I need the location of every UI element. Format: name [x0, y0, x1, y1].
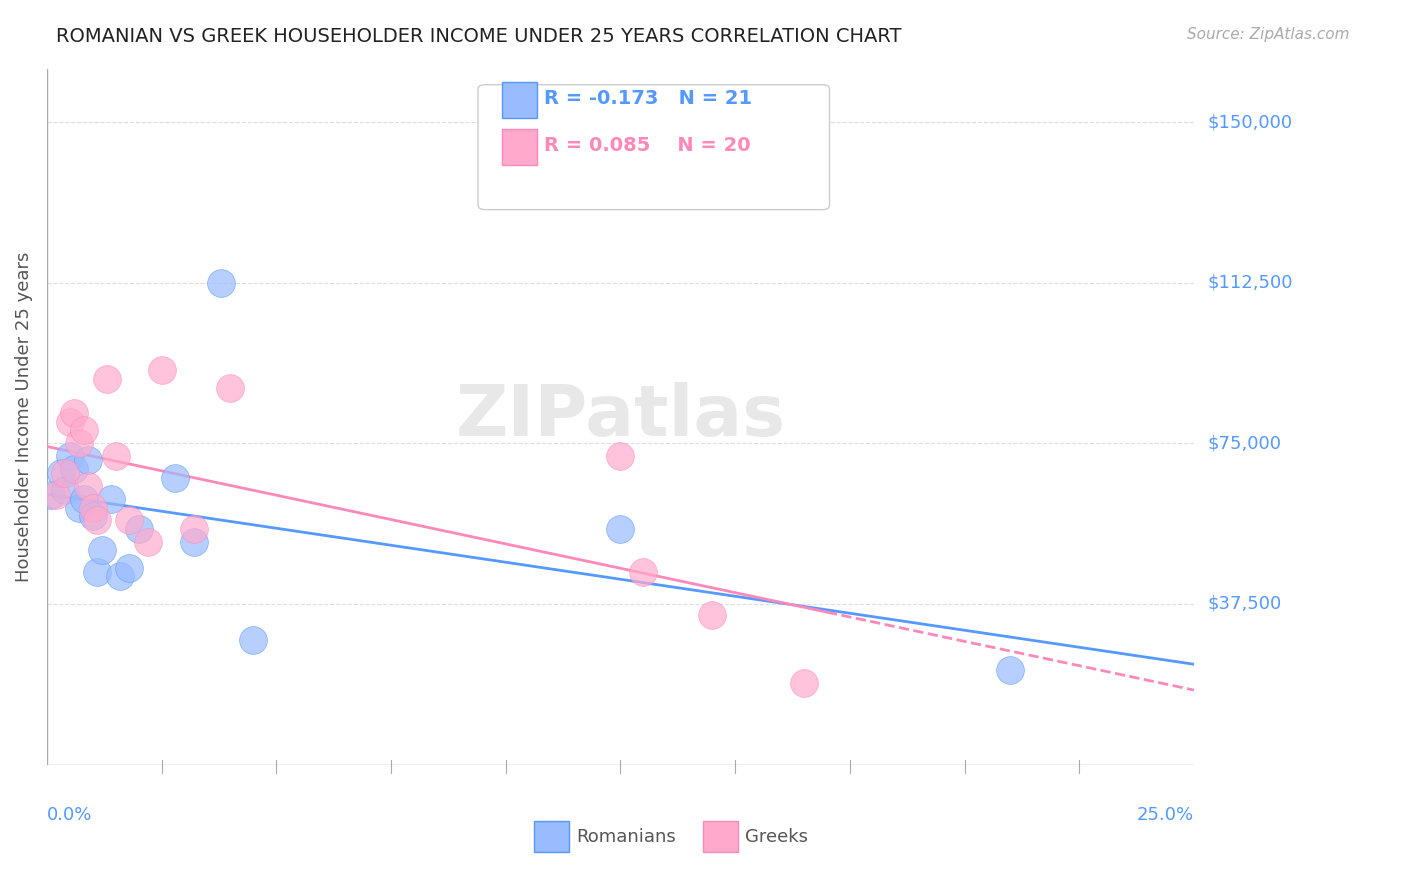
- Text: Source: ZipAtlas.com: Source: ZipAtlas.com: [1187, 27, 1350, 42]
- Point: [77, 453, 100, 467]
- Text: R = 0.085    N = 20: R = 0.085 N = 20: [544, 136, 751, 155]
- Text: 0.0%: 0.0%: [46, 806, 93, 824]
- Point: [1000, 663, 1022, 677]
- Point: [104, 449, 127, 463]
- Point: [242, 633, 264, 648]
- Point: [86, 565, 108, 579]
- Point: [67, 500, 90, 515]
- Text: $112,500: $112,500: [1208, 274, 1294, 292]
- Point: [183, 534, 205, 549]
- Text: Romanians: Romanians: [576, 828, 676, 846]
- Point: [118, 560, 141, 574]
- Point: [77, 479, 100, 493]
- Text: Greeks: Greeks: [745, 828, 808, 846]
- Point: [82, 500, 104, 515]
- Text: $75,000: $75,000: [1208, 434, 1282, 452]
- Y-axis label: Householder Income Under 25 years: Householder Income Under 25 years: [15, 252, 32, 582]
- Text: ROMANIAN VS GREEK HOUSEHOLDER INCOME UNDER 25 YEARS CORRELATION CHART: ROMANIAN VS GREEK HOUSEHOLDER INCOME UND…: [56, 27, 901, 45]
- Point: [609, 449, 631, 463]
- Point: [165, 470, 187, 484]
- Text: R = -0.173   N = 21: R = -0.173 N = 21: [544, 88, 752, 108]
- Point: [72, 424, 94, 438]
- Point: [136, 534, 159, 549]
- Point: [209, 276, 232, 290]
- Point: [41, 488, 63, 502]
- Text: 25.0%: 25.0%: [1137, 806, 1194, 824]
- Text: ZIPatlas: ZIPatlas: [456, 382, 786, 451]
- Point: [118, 513, 141, 527]
- Point: [59, 449, 82, 463]
- Point: [219, 381, 242, 395]
- Point: [72, 491, 94, 506]
- Point: [110, 569, 132, 583]
- Point: [633, 565, 655, 579]
- Point: [59, 415, 82, 429]
- Point: [128, 522, 150, 536]
- Point: [91, 543, 114, 558]
- Point: [702, 607, 724, 622]
- Text: $150,000: $150,000: [1208, 113, 1294, 131]
- Point: [49, 467, 72, 481]
- Point: [67, 436, 90, 450]
- Point: [100, 491, 122, 506]
- Point: [96, 372, 118, 386]
- Point: [82, 509, 104, 524]
- Point: [53, 467, 76, 481]
- Point: [53, 483, 76, 498]
- Text: $37,500: $37,500: [1208, 595, 1282, 613]
- Point: [609, 522, 631, 536]
- Point: [45, 488, 67, 502]
- Point: [183, 522, 205, 536]
- Point: [63, 406, 86, 420]
- Point: [86, 513, 108, 527]
- Point: [793, 676, 815, 690]
- Point: [150, 363, 173, 377]
- Point: [63, 462, 86, 476]
